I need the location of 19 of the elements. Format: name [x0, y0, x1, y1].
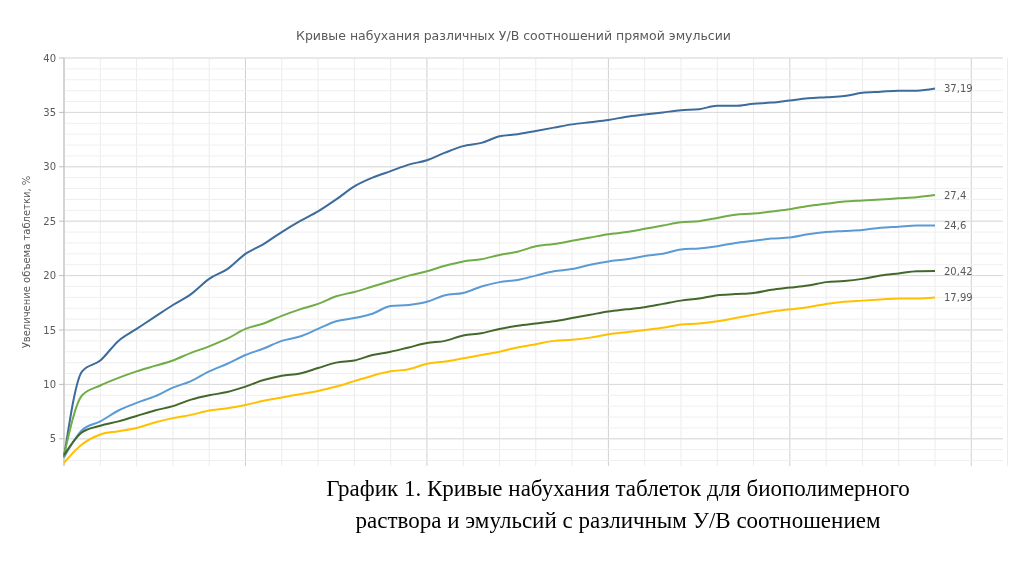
line-series [63, 296, 936, 464]
y-tick-label: 30 [43, 161, 56, 173]
y-tick-label: 25 [43, 215, 56, 227]
y-axis-title: Увеличение объема таблетки, % [21, 175, 32, 349]
y-tick-label: 20 [43, 270, 56, 282]
data-label: 37,19 [944, 83, 973, 95]
text: График 1. Кривые набухания таблеток для биополимерного раствора и эмульсий с различным У/В соотношением [326, 476, 910, 533]
line-series [63, 87, 936, 459]
y-tick-label: 5 [49, 433, 56, 445]
data-label: 24,6 [944, 220, 967, 232]
data-label: 17,99 [944, 291, 973, 303]
data-label: 27,4 [944, 189, 967, 201]
data-label: 20,42 [944, 265, 973, 277]
line-series [63, 270, 936, 457]
y-tick-label: 40 [43, 52, 56, 64]
y-tick-label: 10 [43, 378, 56, 390]
y-tick-label: 35 [43, 106, 56, 118]
chart-title: Кривые набухания различных У/В соотношений прямой эмульсии [296, 28, 731, 43]
y-tick-label: 15 [43, 324, 56, 336]
